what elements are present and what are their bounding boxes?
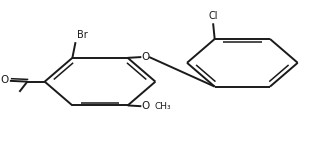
Text: O: O bbox=[141, 52, 149, 62]
Text: O: O bbox=[141, 101, 149, 111]
Text: Cl: Cl bbox=[208, 11, 218, 21]
Text: Br: Br bbox=[77, 30, 88, 40]
Text: CH₃: CH₃ bbox=[155, 102, 171, 111]
Text: O: O bbox=[0, 75, 9, 85]
